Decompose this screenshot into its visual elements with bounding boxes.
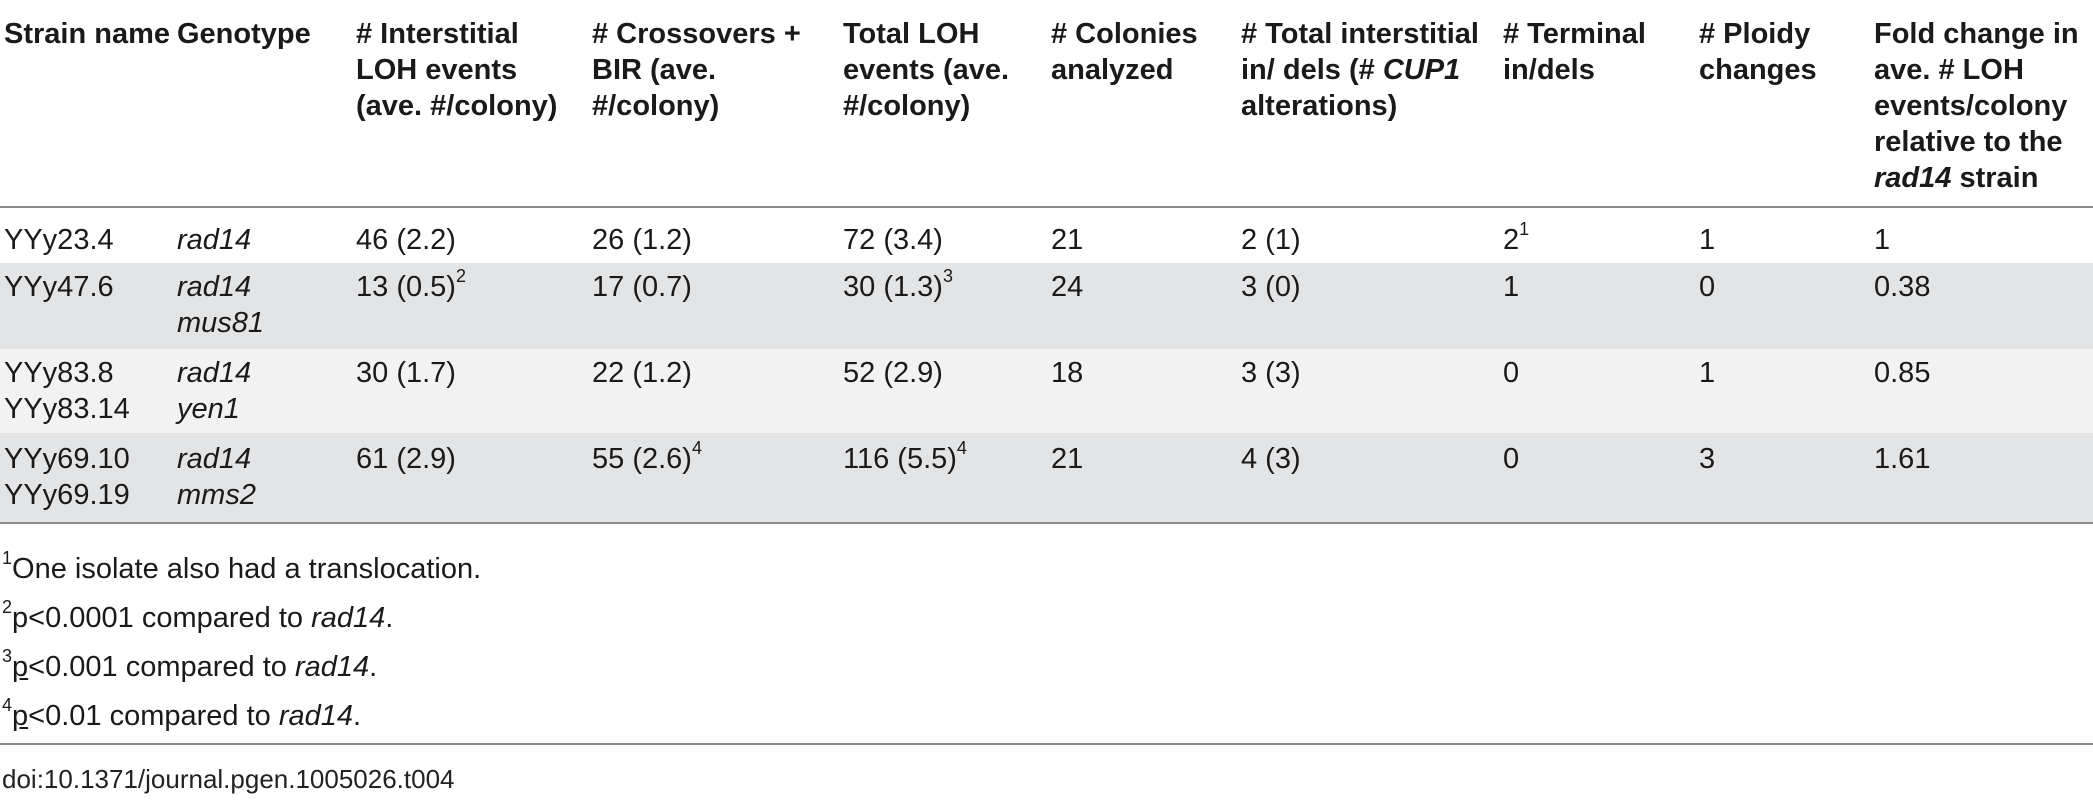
- interstitial-cell: 13 (0.5)2: [352, 263, 588, 349]
- header-strain-name: Strain name: [0, 0, 173, 208]
- table-row: YYy69.10 YYy69.19 rad14 mms2 61 (2.9) 55 (…: [0, 433, 2093, 524]
- header-indels-text-pre: # Total interstitial in/ dels (#: [1241, 18, 1479, 86]
- ploidy-cell: 1: [1695, 349, 1870, 433]
- footnote-number: 2: [2, 597, 13, 618]
- footnotes: 1One isolate also had a translocation. 2…: [0, 545, 2093, 741]
- total-loh-cell: 72 (3.4): [839, 207, 1047, 263]
- table-row: YYy83.8 YYy83.14 rad14 yen1 30 (1.7) 22 (1…: [0, 349, 2093, 433]
- footnote: 2p<0.0001 compared to rad14.: [2, 597, 394, 634]
- header-colonies-analyzed: # Colonies analyzed: [1047, 0, 1237, 208]
- footnote: 1One isolate also had a translocation.: [2, 548, 482, 585]
- footnote-number: 3: [2, 646, 13, 667]
- genotype-gene-secondary: mms2: [177, 479, 256, 511]
- strain-name-secondary: YYy69.19: [4, 479, 130, 511]
- header-total-indels: # Total interstitial in/ dels (# CUP1 al…: [1237, 0, 1499, 208]
- colonies-cell: 24: [1047, 263, 1237, 349]
- total-loh-cell: 116 (5.5)4: [839, 433, 1047, 524]
- genotype-gene: rad14: [177, 357, 252, 389]
- genotype-cell: rad14 mms2: [173, 433, 352, 524]
- strain-name: YYy23.4: [4, 224, 114, 256]
- header-fold-change: Fold change in ave. # LOH events/colony …: [1870, 0, 2093, 208]
- crossovers-cell: 17 (0.7): [588, 263, 839, 349]
- total-loh-cell: 52 (2.9): [839, 349, 1047, 433]
- crossovers-cell: 22 (1.2): [588, 349, 839, 433]
- header-fold-text-post: strain: [1951, 162, 2039, 194]
- bottom-rule: [0, 743, 2093, 745]
- fold-change-cell: 1: [1870, 207, 2093, 263]
- footnote-mark: 4: [691, 438, 702, 459]
- header-indels-text-post: alterations): [1241, 90, 1398, 122]
- header-genotype: Genotype: [173, 0, 352, 208]
- doi-link[interactable]: doi:10.1371/journal.pgen.1005026.t004: [2, 764, 455, 794]
- ploidy-cell: 3: [1695, 433, 1870, 524]
- terminal-cell: 0: [1499, 349, 1695, 433]
- footnote-mark: 2: [455, 266, 466, 287]
- fold-change-cell: 1.61: [1870, 433, 2093, 524]
- strain-cell: YYy47.6: [0, 263, 173, 349]
- loh-events-table: Strain name Genotype # Interstitial LOH …: [0, 0, 2093, 524]
- genotype-cell: rad14: [173, 207, 352, 263]
- colonies-cell: 21: [1047, 433, 1237, 524]
- genotype-gene: rad14: [177, 443, 252, 475]
- strain-cell: YYy69.10 YYy69.19: [0, 433, 173, 524]
- footnote-number: 1: [2, 548, 13, 569]
- crossovers-cell: 26 (1.2): [588, 207, 839, 263]
- footnote-mark: 4: [956, 438, 967, 459]
- interstitial-cell: 46 (2.2): [352, 207, 588, 263]
- table-row: YYy23.4 rad14 46 (2.2) 26 (1.2) 72 (3.4)…: [0, 207, 2093, 263]
- footnote-number: 4: [2, 695, 13, 716]
- footnote: 4p<0.01 compared to rad14.: [2, 695, 362, 732]
- strain-cell: YYy83.8 YYy83.14: [0, 349, 173, 433]
- terminal-cell: 0: [1499, 433, 1695, 524]
- indels-cell: 3 (0): [1237, 263, 1499, 349]
- header-crossovers-bir: # Crossovers + BIR (ave. #/colony): [588, 0, 839, 208]
- ploidy-cell: 1: [1695, 207, 1870, 263]
- genotype-gene-secondary: mus81: [177, 307, 265, 339]
- genotype-gene: rad14: [177, 271, 252, 303]
- footnote: 3p<0.001 compared to rad14.: [2, 646, 378, 683]
- strain-name: YYy83.8: [4, 357, 114, 389]
- header-fold-text-pre: Fold change in ave. # LOH events/colony …: [1874, 18, 2079, 158]
- genotype-cell: rad14 yen1: [173, 349, 352, 433]
- interstitial-cell: 61 (2.9): [352, 433, 588, 524]
- header-indels-gene: CUP1: [1382, 54, 1461, 86]
- header-interstitial-loh: # Interstitial LOH events (ave. #/colony…: [352, 0, 588, 208]
- colonies-cell: 18: [1047, 349, 1237, 433]
- strain-cell: YYy23.4: [0, 207, 173, 263]
- indels-cell: 2 (1): [1237, 207, 1499, 263]
- footnote-mark: 1: [1519, 219, 1530, 240]
- indels-cell: 4 (3): [1237, 433, 1499, 524]
- genotype-gene: rad14: [177, 224, 252, 256]
- header-total-loh: Total LOH events (ave. #/colony): [839, 0, 1047, 208]
- indels-cell: 3 (3): [1237, 349, 1499, 433]
- genotype-gene-secondary: yen1: [177, 393, 240, 425]
- terminal-cell: 1: [1499, 263, 1695, 349]
- header-fold-gene: rad14: [1874, 162, 1952, 194]
- terminal-cell: 21: [1499, 207, 1695, 263]
- strain-name: YYy69.10: [4, 443, 130, 475]
- ploidy-cell: 0: [1695, 263, 1870, 349]
- fold-change-cell: 0.85: [1870, 349, 2093, 433]
- total-loh-cell: 30 (1.3)3: [839, 263, 1047, 349]
- table-row: YYy47.6 rad14 mus81 13 (0.5)2 17 (0.7) 30…: [0, 263, 2093, 349]
- header-ploidy-changes: # Ploidy changes: [1695, 0, 1870, 208]
- table-header-row: Strain name Genotype # Interstitial LOH …: [0, 0, 2093, 208]
- genotype-cell: rad14 mus81: [173, 263, 352, 349]
- fold-change-cell: 0.38: [1870, 263, 2093, 349]
- strain-name: YYy47.6: [4, 271, 114, 303]
- footnote-mark: 3: [942, 266, 953, 287]
- interstitial-cell: 30 (1.7): [352, 349, 588, 433]
- header-terminal-indels: # Terminal in/dels: [1499, 0, 1695, 208]
- strain-name-secondary: YYy83.14: [4, 393, 130, 425]
- colonies-cell: 21: [1047, 207, 1237, 263]
- crossovers-cell: 55 (2.6)4: [588, 433, 839, 524]
